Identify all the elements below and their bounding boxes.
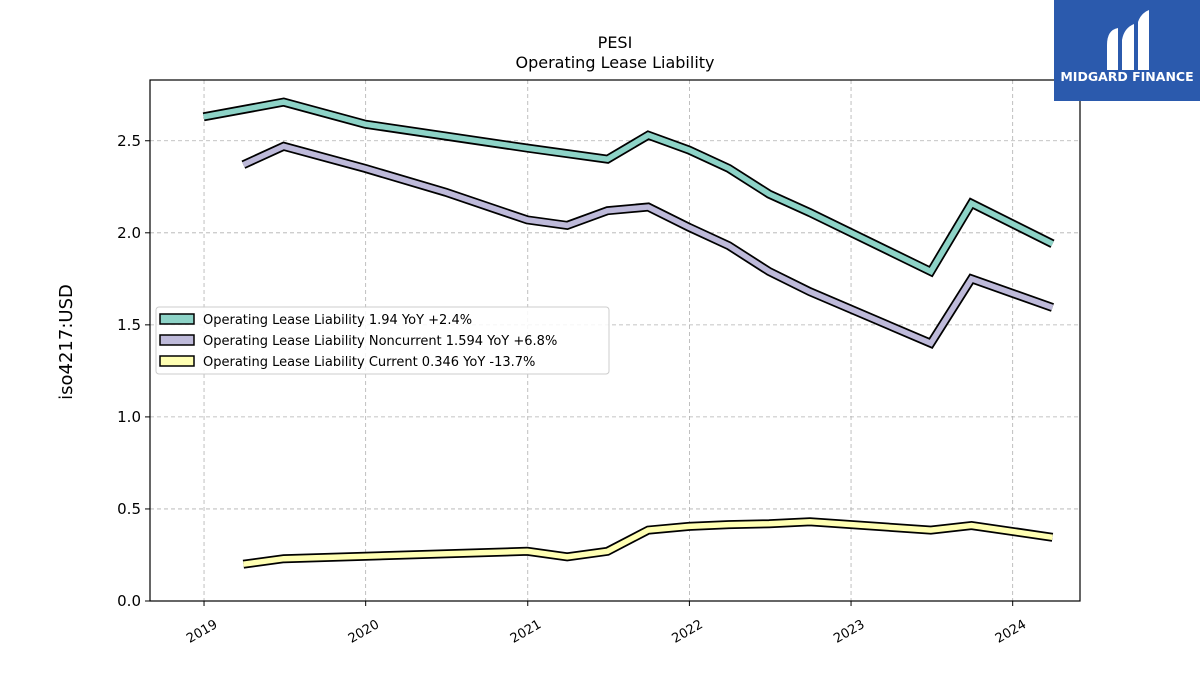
x-tick-label: 2023: [831, 617, 867, 647]
legend-swatch: [159, 355, 195, 367]
legend-label: Operating Lease Liability Noncurrent 1.5…: [203, 334, 557, 349]
legend-swatch: [159, 313, 195, 325]
series-2: [241, 141, 1055, 349]
x-tick-label: 2021: [508, 617, 544, 647]
y-tick-label: 0.5: [117, 500, 141, 518]
series-layer: [202, 97, 1055, 569]
series-line: [243, 519, 1053, 567]
plot-frame: [149, 79, 1081, 602]
y-axis-label: iso4217:USD: [56, 284, 77, 400]
y-tick-label: 2.5: [117, 132, 141, 150]
chart-subtitle: Operating Lease Liability: [515, 53, 714, 72]
y-tick-label: 1.0: [117, 408, 141, 426]
series-line-outline: [202, 97, 1055, 278]
y-tick-label: 0.0: [117, 592, 141, 610]
series-line: [203, 99, 1054, 276]
axes: 0.0 0.5 1.0 1.5 2.0 2.5 2019 2020 2021 2022 2023 20…: [117, 132, 1029, 647]
series-1: [202, 97, 1055, 278]
legend-box: [155, 306, 610, 375]
logo-text: MIDGARD FINANCE: [1060, 69, 1193, 84]
x-tick-label: 2024: [993, 617, 1029, 647]
y-tick-label: 2.0: [117, 224, 141, 242]
legend-label: Operating Lease Liability 1.94 YoY +2.4%: [203, 313, 472, 328]
x-tick-label: 2022: [670, 617, 706, 647]
logo-mark-icon: [1107, 10, 1149, 70]
series-3: [242, 517, 1054, 569]
legend-swatch: [159, 334, 195, 346]
legend: Operating Lease Liability 1.94 YoY +2.4%…: [155, 306, 610, 375]
legend-label: Operating Lease Liability Current 0.346 …: [203, 355, 535, 370]
y-tick-label: 1.5: [117, 316, 141, 334]
x-tick-label: 2020: [346, 617, 382, 647]
x-tick-label: 2019: [184, 617, 220, 647]
midgard-finance-logo: MIDGARD FINANCE: [1054, 0, 1200, 101]
chart-title: PESI: [598, 33, 633, 52]
series-line: [242, 143, 1054, 347]
